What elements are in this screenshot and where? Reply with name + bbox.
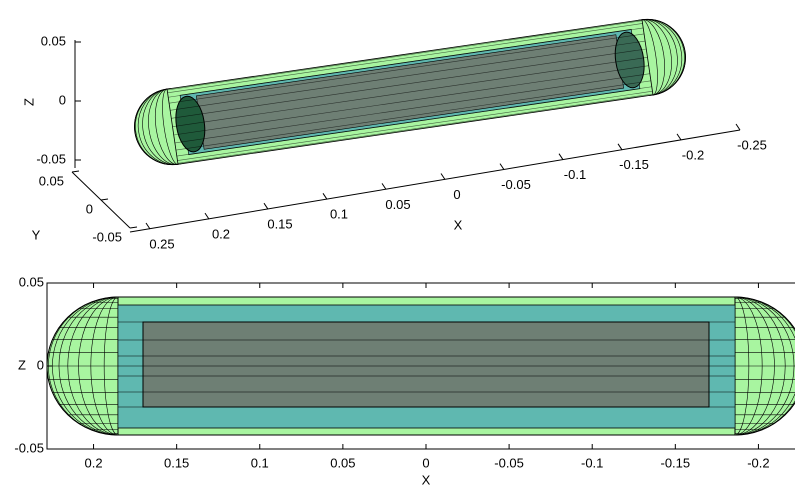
- x-tick-label: -0.2: [747, 455, 769, 470]
- mesh-line: [135, 88, 179, 165]
- mesh-line: [67, 296, 119, 436]
- mesh-line: [78, 296, 119, 436]
- mesh-line: [103, 296, 119, 436]
- y-tick-label: 0: [37, 357, 44, 372]
- x-tick: [735, 123, 741, 131]
- x-axis: [129, 129, 741, 233]
- x-axis-label: X: [454, 217, 463, 232]
- capsule-2d: [46, 296, 795, 436]
- z-tick-label: -0.05: [36, 151, 66, 166]
- mesh-line: [734, 296, 795, 436]
- mesh-line: [148, 88, 179, 165]
- capsule-3d: [134, 18, 686, 166]
- y-tick-label: -0.05: [14, 440, 44, 455]
- x-tick: [204, 212, 210, 220]
- y-axis-label: Y: [32, 227, 41, 242]
- z-axis-label: Z: [21, 98, 36, 106]
- mesh-line: [169, 33, 645, 104]
- x-tick-label: 0.15: [267, 217, 292, 232]
- mesh-line: [641, 19, 678, 96]
- mesh-line: [167, 23, 643, 94]
- x-tick: [381, 183, 387, 190]
- mesh-line: [734, 296, 795, 436]
- x-tick-label: 0: [453, 187, 460, 202]
- mesh-line: [641, 19, 686, 96]
- mesh-line: [176, 86, 652, 157]
- mesh-line: [52, 296, 119, 436]
- y-tick: [129, 226, 138, 229]
- mesh-line: [177, 93, 653, 164]
- y-tick-label: 0.05: [39, 173, 64, 188]
- y-tick-label: 0: [86, 201, 93, 216]
- x-tick-label: 0.1: [251, 455, 269, 470]
- y-tick-label: -0.05: [92, 229, 122, 244]
- x-tick-label: -0.05: [494, 455, 524, 470]
- y-tick: [71, 170, 80, 173]
- mesh-line: [171, 48, 647, 119]
- x-tick: [145, 222, 151, 230]
- x-tick-label: 0.15: [164, 455, 189, 470]
- x-tick-label: 0.25: [149, 236, 174, 251]
- mesh-line: [172, 57, 648, 127]
- x-tick-label: -0.15: [619, 157, 649, 172]
- x-tick: [676, 133, 682, 141]
- x-tick-label: -0.1: [581, 455, 603, 470]
- mesh-line: [168, 27, 644, 98]
- mesh-line: [58, 296, 119, 436]
- x-tick: [499, 163, 505, 170]
- x-tick-label: 0: [422, 455, 429, 470]
- mesh-line: [155, 88, 179, 165]
- mesh-line: [90, 296, 119, 436]
- mesh-line: [134, 88, 179, 165]
- x-tick-label: -0.2: [682, 147, 704, 162]
- mesh-line: [142, 88, 179, 165]
- x-tick: [263, 202, 269, 210]
- mesh-line: [641, 19, 672, 96]
- y-tick: [100, 198, 109, 201]
- x-tick: [617, 143, 623, 151]
- mesh-line: [641, 19, 665, 96]
- x-tick-label: -0.25: [737, 137, 767, 152]
- x-tick: [322, 193, 328, 200]
- x-tick-label: 0.2: [85, 455, 103, 470]
- x-tick-label: 0.05: [385, 197, 410, 212]
- x-tick-label: -0.15: [660, 455, 690, 470]
- x-tick: [440, 173, 446, 180]
- mesh-line: [175, 80, 651, 151]
- mesh-line: [167, 20, 643, 91]
- mesh-line: [641, 19, 683, 96]
- mesh-line: [734, 296, 786, 436]
- y-tick-label: 0.05: [19, 274, 44, 289]
- mesh-line: [734, 296, 775, 436]
- mesh-line: [177, 90, 653, 161]
- x-tick-label: -0.1: [564, 167, 586, 182]
- mesh-line: [173, 65, 649, 136]
- y-axis-label: Z: [18, 357, 26, 372]
- mesh-line: [734, 296, 795, 436]
- z-tick-label: 0.05: [41, 33, 66, 48]
- z-tick-label: 0: [59, 92, 66, 107]
- mesh-line: [734, 296, 795, 436]
- x-tick: [558, 153, 564, 160]
- x-tick-label: 0.05: [330, 455, 355, 470]
- mesh-line: [641, 19, 685, 96]
- x-tick-label: 0.1: [330, 207, 348, 222]
- x-tick-label: -0.05: [501, 177, 531, 192]
- core: [142, 321, 710, 408]
- x-axis-label: X: [422, 472, 431, 487]
- mesh-line: [162, 88, 179, 165]
- mesh-line: [734, 296, 750, 436]
- mesh-line: [734, 296, 763, 436]
- mesh-line: [174, 73, 650, 144]
- mesh-line: [137, 88, 179, 165]
- mesh-line: [170, 40, 646, 111]
- x-tick-label: 0.2: [212, 227, 230, 242]
- mesh-line: [641, 19, 658, 96]
